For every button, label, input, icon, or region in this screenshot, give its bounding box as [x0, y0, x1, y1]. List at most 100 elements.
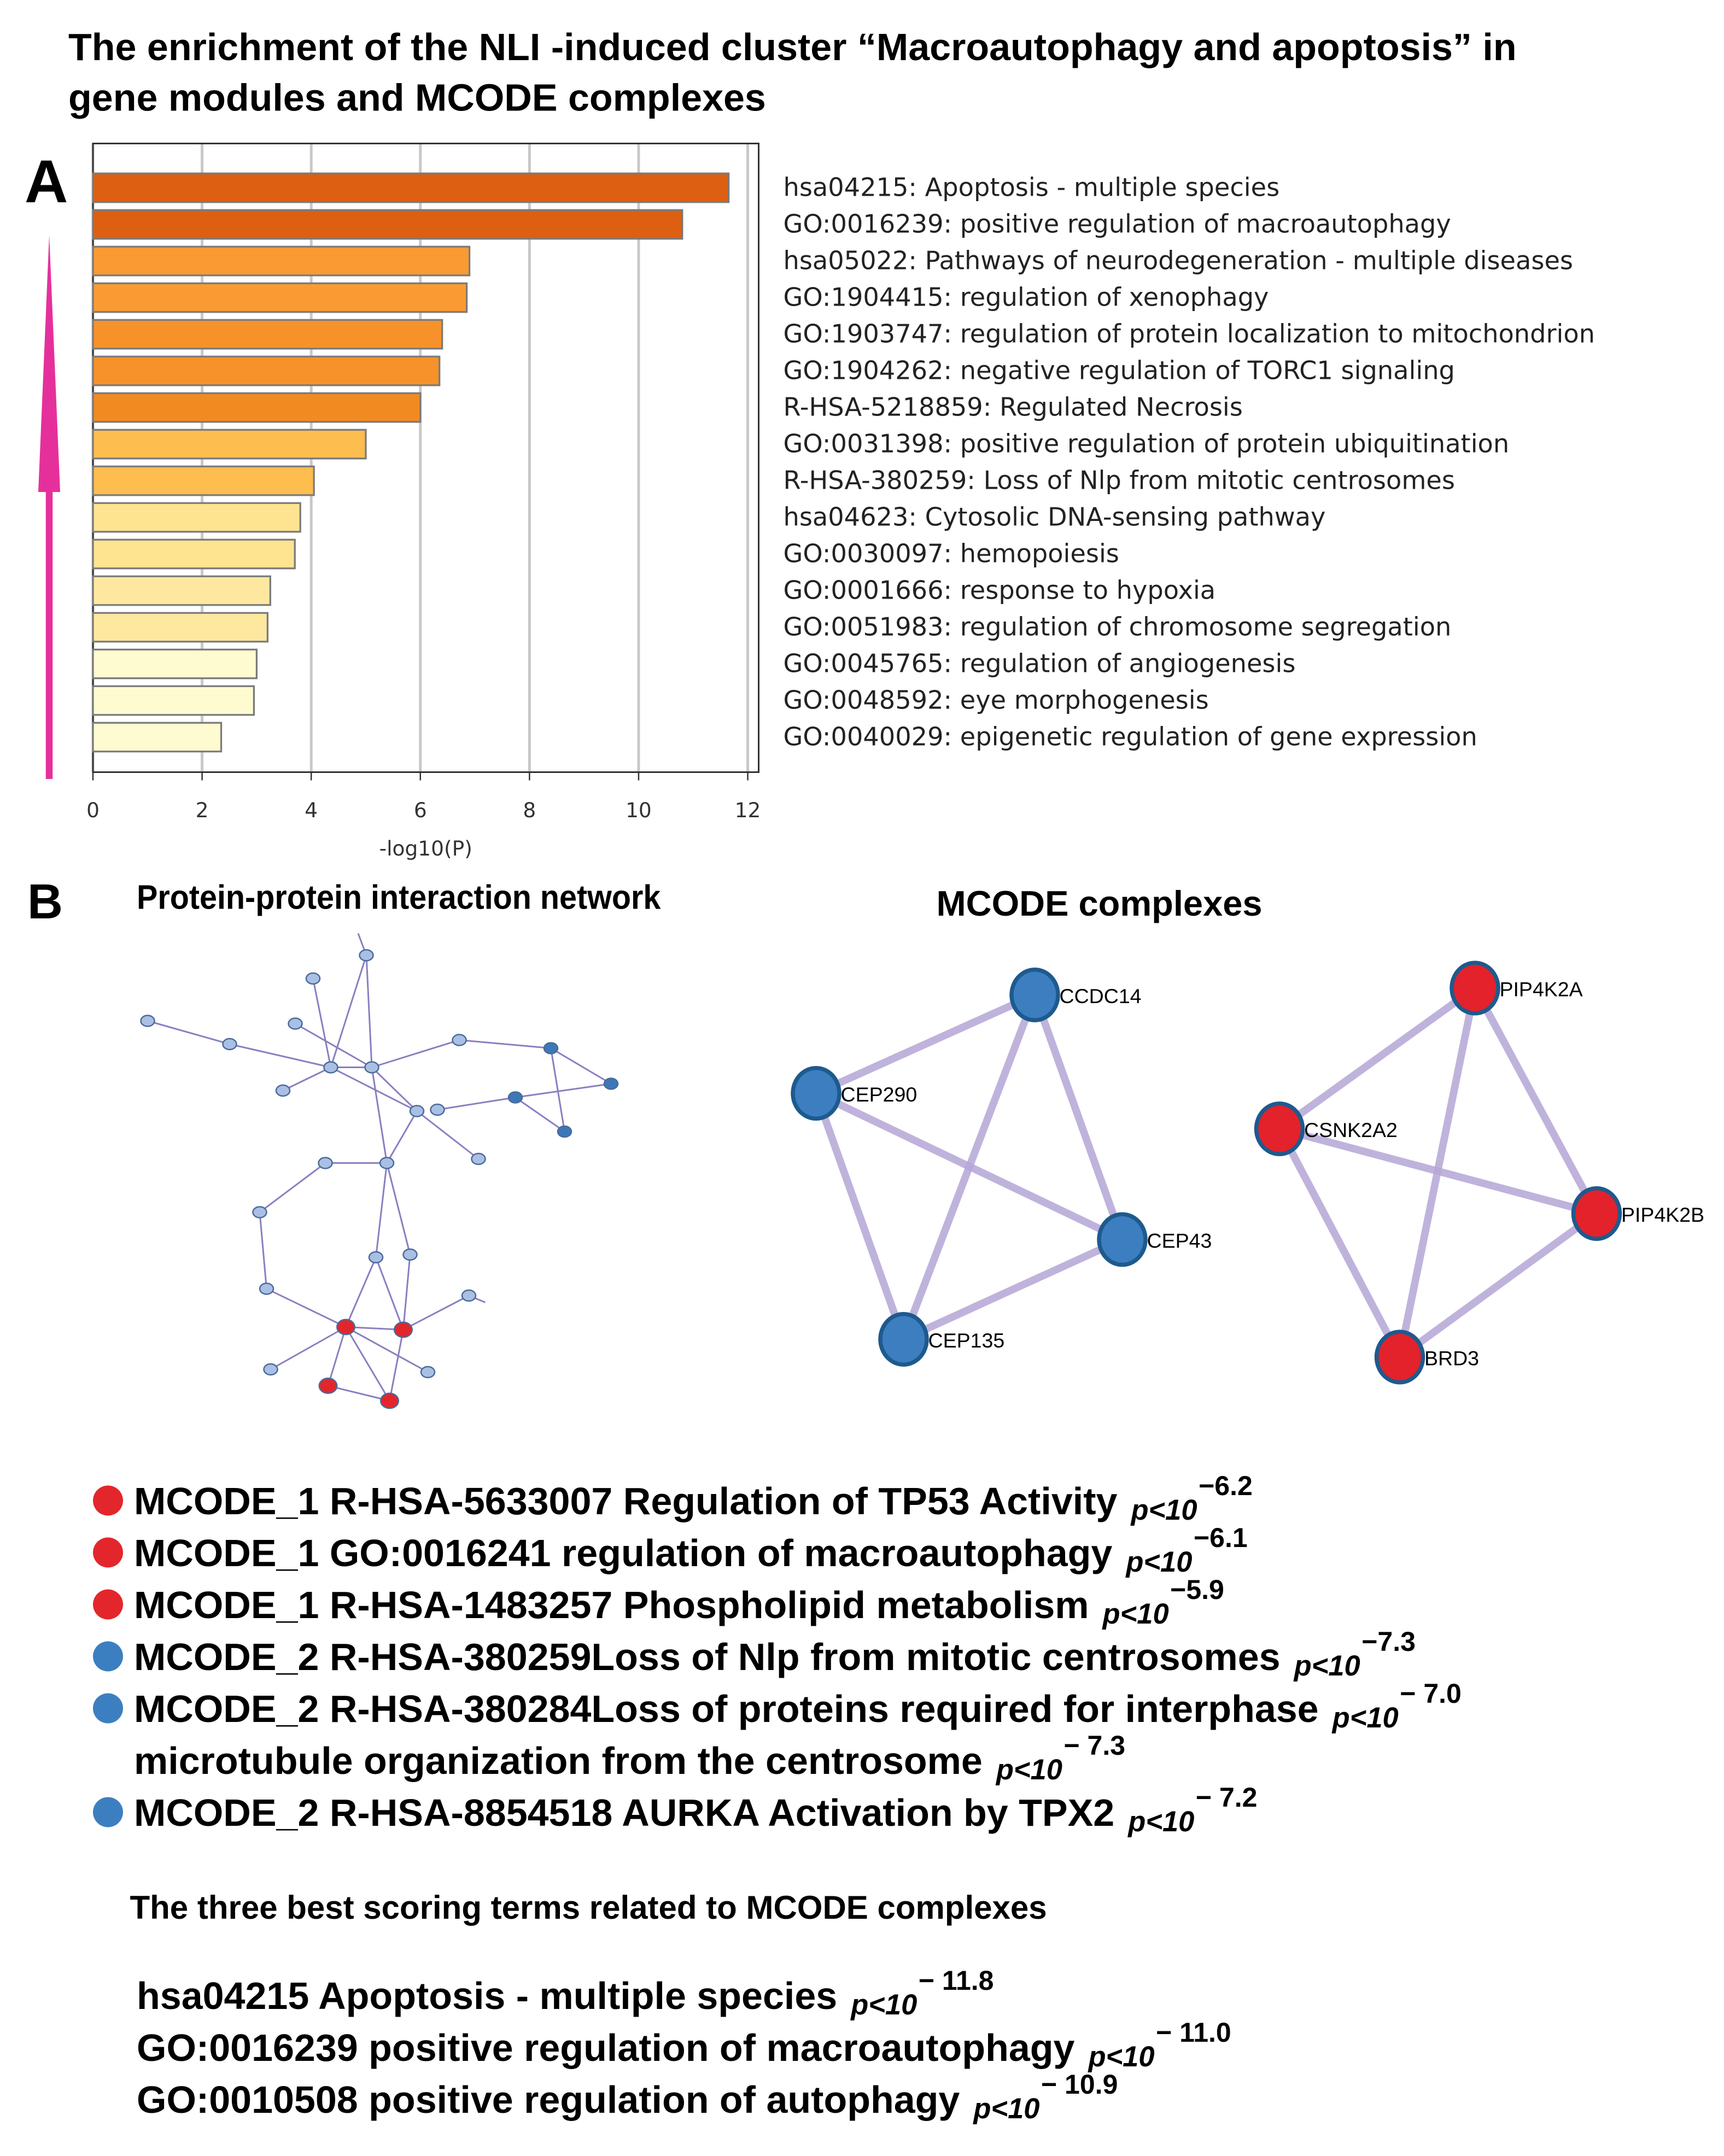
legend-dot: [93, 1537, 124, 1568]
edge: [459, 1039, 551, 1049]
edge: [550, 1047, 612, 1085]
node: [359, 949, 374, 962]
x-tick-label: 0: [86, 798, 100, 822]
p-exponent: − 11.0: [1156, 2017, 1231, 2048]
term-text: microtubule organization from the centro…: [134, 1739, 983, 1782]
node: [368, 1251, 384, 1264]
edge: [345, 1257, 377, 1328]
edge: [416, 1110, 479, 1160]
node: [1009, 968, 1060, 1023]
node: [791, 1066, 841, 1121]
edge: [1278, 1125, 1598, 1217]
node: [305, 972, 321, 985]
legend-dot: [93, 1485, 124, 1516]
node-label: BRD3: [1424, 1347, 1479, 1370]
category-label: R-HSA-5218859: Regulated Necrosis: [784, 392, 1243, 422]
edge: [371, 1067, 418, 1112]
edge: [814, 1089, 1124, 1243]
node: [336, 1319, 356, 1335]
node: [380, 1392, 400, 1409]
x-tick-label: 6: [414, 798, 427, 822]
term-text: GO:0010508 positive regulation of autoph…: [137, 2078, 960, 2121]
category-label: GO:1903747: regulation of protein locali…: [784, 319, 1595, 349]
arrow: [38, 235, 61, 780]
term-text: hsa04215 Apoptosis - multiple species: [137, 1975, 837, 2017]
term-text: MCODE_1 GO:0016241 regulation of macroau…: [134, 1532, 1112, 1574]
edge: [365, 955, 373, 1068]
node: [452, 1034, 467, 1046]
mcode-title: MCODE complexes: [937, 883, 1263, 923]
p-exponent: − 10.9: [1041, 2069, 1118, 2100]
node: [323, 1061, 338, 1074]
p-value: p<10: [1331, 1702, 1399, 1734]
node: [263, 1363, 278, 1376]
bar: [92, 465, 315, 496]
edge: [515, 1097, 565, 1133]
p-exponent: − 7.3: [1063, 1730, 1125, 1761]
x-axis-label: -log10(P): [379, 836, 472, 860]
bar: [92, 538, 296, 570]
node: [507, 1091, 523, 1104]
category-label: hsa04623: Cytosolic DNA-sensing pathway: [784, 502, 1326, 532]
node: [1254, 1102, 1305, 1157]
edge: [259, 1162, 326, 1213]
category-label: GO:0051983: regulation of chromosome seg…: [784, 612, 1452, 642]
edge: [814, 991, 1037, 1097]
edge: [437, 1097, 516, 1111]
x-tick-label: 10: [626, 798, 652, 822]
category-label: R-HSA-380259: Loss of Nlp from mitotic c…: [784, 466, 1455, 495]
x-tick-label: 4: [305, 798, 318, 822]
mcode-term: MCODE_1 GO:0016241 regulation of macroau…: [134, 1522, 1248, 1578]
node: [543, 1042, 559, 1054]
edge: [813, 1092, 907, 1341]
node: [402, 1248, 418, 1261]
category-label: GO:0001666: response to hypoxia: [784, 576, 1216, 605]
mcode-term: MCODE_2 R-HSA-8854518 AURKA Activation b…: [134, 1782, 1257, 1838]
edge: [270, 1326, 347, 1370]
node: [1374, 1329, 1425, 1385]
mcode-term: MCODE_2 R-HSA-380284Loss of proteins req…: [134, 1678, 1462, 1734]
edge: [345, 1326, 390, 1402]
term-text: MCODE_2 R-HSA-8854518 AURKA Activation b…: [134, 1791, 1114, 1834]
best-term: GO:0010508 positive regulation of autoph…: [137, 2069, 1118, 2125]
node: [1097, 1212, 1148, 1267]
p-exponent: − 7.2: [1196, 1782, 1258, 1813]
term-text: MCODE_1 R-HSA-5633007 Regulation of TP53…: [134, 1480, 1118, 1522]
bar: [92, 502, 301, 533]
edge: [386, 1163, 411, 1255]
title: The enrichment of the NLI -induced clust…: [68, 26, 1517, 68]
node: [1571, 1186, 1622, 1241]
edge: [375, 1163, 388, 1258]
category-label: GO:0030097: hemopoiesis: [784, 539, 1119, 569]
node-label: CCDC14: [1060, 985, 1142, 1007]
category-label: GO:1904262: negative regulation of TORC1…: [784, 356, 1455, 385]
bar: [92, 575, 271, 606]
category-label: GO:0045765: regulation of angiogenesis: [784, 649, 1296, 678]
x-tick-label: 12: [735, 798, 761, 822]
mcode-term: MCODE_2 R-HSA-380259Loss of Nlp from mit…: [134, 1626, 1416, 1682]
edge: [371, 1067, 388, 1163]
edge: [902, 1236, 1124, 1343]
bar: [92, 245, 471, 277]
mcode-network: CCDC14 CEP290 CEP43 CEP135 PIP4K2A CSNK2A2 PIP…: [791, 960, 1704, 1385]
p-exponent: −6.1: [1194, 1522, 1248, 1553]
legend-dot: [93, 1797, 124, 1827]
p-exponent: −5.9: [1170, 1574, 1224, 1605]
node-label: CSNK2A2: [1304, 1118, 1398, 1141]
edge: [371, 1039, 460, 1068]
category-label: hsa04215: Apoptosis - multiple species: [784, 173, 1280, 202]
edge: [1276, 1127, 1404, 1359]
edge: [330, 1067, 418, 1112]
node: [275, 1084, 291, 1097]
category-label: GO:0048592: eye morphogenesis: [784, 686, 1209, 715]
edge: [346, 1326, 404, 1331]
node: [222, 1038, 237, 1051]
node: [318, 1378, 338, 1395]
node: [1450, 960, 1500, 1016]
node-label: PIP4K2B: [1621, 1203, 1704, 1226]
node-label: CEP135: [928, 1329, 1005, 1352]
node: [288, 1017, 303, 1030]
title: gene modules and MCODE complexes: [68, 77, 766, 119]
mcode-term: microtubule organization from the centro…: [134, 1730, 1125, 1786]
node: [430, 1103, 445, 1116]
